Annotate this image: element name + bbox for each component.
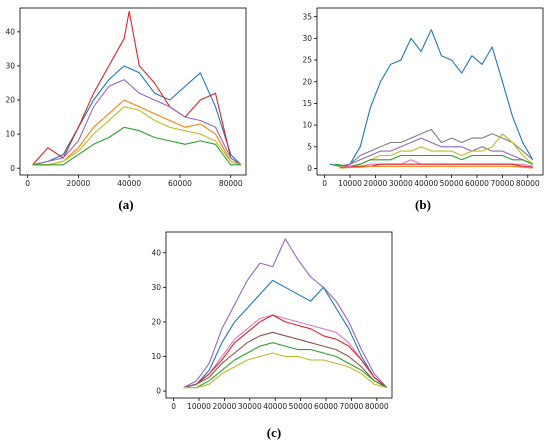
x-tick-label: 80000 bbox=[516, 179, 540, 188]
y-tick-label: 10 bbox=[151, 352, 161, 361]
x-tick-label: 20000 bbox=[66, 179, 90, 188]
series-line-olive bbox=[339, 133, 534, 167]
x-tick-label: 60000 bbox=[168, 179, 192, 188]
series-line-purple bbox=[183, 238, 388, 389]
y-tick-label: 0 bbox=[10, 164, 15, 173]
x-tick-label: 80000 bbox=[365, 402, 389, 411]
x-tick-label: 40000 bbox=[117, 179, 141, 188]
y-tick-label: 15 bbox=[302, 99, 312, 108]
x-tick-label: 50000 bbox=[440, 179, 464, 188]
series-line-red bbox=[32, 10, 242, 166]
series-line-pink bbox=[183, 314, 388, 389]
series-line-purple bbox=[32, 79, 242, 166]
y-tick-label: 20 bbox=[5, 96, 15, 105]
x-tick-label: 0 bbox=[171, 402, 176, 411]
x-tick-label: 80000 bbox=[219, 179, 243, 188]
y-tick-label: 0 bbox=[307, 164, 312, 173]
subplot-b: 0 10000 20000 30000 40000 50000 60000 70000 8000… bbox=[302, 7, 544, 188]
series-line-blue bbox=[183, 279, 388, 389]
x-tick-label: 50000 bbox=[289, 402, 313, 411]
y-tick-label: 25 bbox=[302, 56, 312, 65]
y-tick-label: 30 bbox=[5, 62, 15, 71]
subplot-a: 0 20000 40000 60000 80000 0 10 20 30 40 bbox=[5, 7, 247, 188]
series-line-blue bbox=[329, 29, 534, 167]
series-line-orange bbox=[32, 99, 242, 166]
y-tick-label: 30 bbox=[302, 34, 312, 43]
y-tick-label: 10 bbox=[302, 121, 312, 130]
x-tick-label: 30000 bbox=[389, 179, 413, 188]
subplot-c: 0 10000 20000 30000 40000 50000 60000 70000 8000… bbox=[151, 231, 393, 411]
caption-a: (a) bbox=[118, 197, 133, 212]
x-tick-label: 70000 bbox=[339, 402, 363, 411]
y-tick-label: 0 bbox=[156, 387, 161, 396]
x-tick-label: 20000 bbox=[212, 402, 236, 411]
caption-b: (b) bbox=[415, 197, 431, 212]
axes-frame bbox=[316, 7, 544, 176]
y-tick-label: 35 bbox=[302, 12, 312, 21]
series-line-green bbox=[32, 126, 241, 166]
axes-frame bbox=[165, 231, 393, 399]
series-line-olive bbox=[32, 106, 242, 166]
series-line-purple bbox=[339, 137, 534, 167]
x-tick-label: 20000 bbox=[363, 179, 387, 188]
series-line-green bbox=[334, 154, 534, 167]
x-tick-label: 0 bbox=[25, 179, 30, 188]
x-tick-label: 60000 bbox=[314, 402, 338, 411]
caption-c: (c) bbox=[267, 425, 281, 440]
series-line-green bbox=[183, 342, 388, 389]
x-tick-label: 60000 bbox=[465, 179, 489, 188]
series-line-gray bbox=[339, 128, 534, 167]
x-tick-label: 40000 bbox=[263, 402, 287, 411]
x-tick-label: 10000 bbox=[338, 179, 362, 188]
y-tick-label: 40 bbox=[5, 27, 15, 36]
series-line-olive bbox=[183, 352, 388, 389]
series-line-orange bbox=[339, 165, 533, 169]
y-tick-label: 40 bbox=[151, 248, 161, 257]
y-tick-label: 5 bbox=[307, 142, 312, 151]
y-tick-label: 30 bbox=[151, 283, 161, 292]
x-tick-label: 30000 bbox=[238, 402, 262, 411]
series-line-brown bbox=[183, 331, 388, 389]
y-tick-label: 20 bbox=[151, 318, 161, 327]
axes-frame bbox=[19, 7, 247, 176]
x-tick-label: 0 bbox=[322, 179, 327, 188]
y-tick-label: 10 bbox=[5, 130, 15, 139]
series-line-red bbox=[183, 314, 388, 389]
x-tick-label: 40000 bbox=[414, 179, 438, 188]
y-tick-label: 20 bbox=[302, 77, 312, 86]
x-tick-label: 10000 bbox=[187, 402, 211, 411]
x-tick-label: 70000 bbox=[490, 179, 514, 188]
